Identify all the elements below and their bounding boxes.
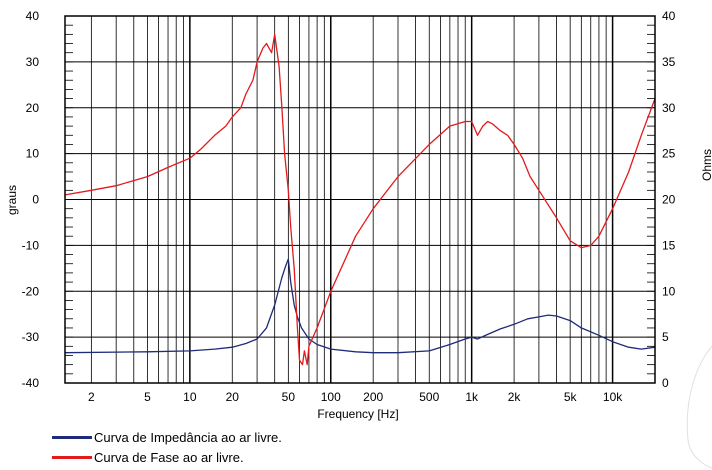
y-tick-label-right: 0 (662, 376, 669, 390)
y-tick-label-left: -10 (22, 238, 40, 252)
legend-swatch-phase (52, 456, 92, 459)
legend-swatch-impedance (52, 436, 92, 439)
x-tick-label: 10 (183, 390, 197, 404)
y-tick-label-right: 5 (662, 330, 669, 344)
y-axis-title-left: graus (5, 185, 19, 215)
legend-item-impedance: Curva de Impedância ao ar livre. (52, 430, 282, 445)
corner-decoration (686, 345, 712, 469)
y-tick-label-right: 20 (662, 193, 676, 207)
y-tick-label-right: 30 (662, 101, 676, 115)
y-tick-label-left: 20 (26, 101, 40, 115)
legend-label-impedance: Curva de Impedância ao ar livre. (94, 430, 282, 445)
y-tick-label-left: -30 (22, 330, 40, 344)
y-tick-label-left: 30 (26, 55, 40, 69)
x-tick-label: 2k (508, 390, 522, 404)
x-tick-label: 10k (603, 390, 623, 404)
y-tick-label-right: 10 (662, 284, 676, 298)
x-tick-label: 100 (321, 390, 341, 404)
x-tick-label: 200 (363, 390, 383, 404)
y-tick-label-left: -20 (22, 284, 40, 298)
y-tick-label-right: 15 (662, 238, 676, 252)
legend-label-phase: Curva de Fase ao ar livre. (94, 450, 244, 465)
x-tick-label: 5 (144, 390, 151, 404)
y-tick-label-left: -40 (22, 376, 40, 390)
x-tick-label: 2 (88, 390, 95, 404)
y-tick-label-right: 40 (662, 9, 676, 23)
y-tick-label-right: 35 (662, 55, 676, 69)
y-tick-label-left: 0 (32, 193, 39, 207)
y-axis-title-right: Ohms (700, 149, 712, 181)
tick-labels: 2 5 10 20 50 100 200 500 1k 2k 5k 10k-40-30-20-1001… (22, 9, 676, 404)
x-tick-label: 50 (282, 390, 296, 404)
x-tick-label: 20 (226, 390, 240, 404)
grid (65, 15, 655, 384)
plot-frame (64, 15, 656, 384)
x-axis-title: Frequency [Hz] (317, 407, 398, 421)
legend-item-phase: Curva de Fase ao ar livre. (52, 450, 244, 465)
y-tick-label-left: 10 (26, 147, 40, 161)
x-tick-label: 1k (465, 390, 479, 404)
series-layer (64, 33, 656, 366)
series-line-phase (64, 33, 656, 366)
y-tick-label-left: 40 (26, 9, 40, 23)
series-line-impedance (64, 258, 656, 354)
y-tick-label-right: 25 (662, 147, 676, 161)
x-tick-label: 5k (564, 390, 578, 404)
x-tick-label: 500 (419, 390, 439, 404)
